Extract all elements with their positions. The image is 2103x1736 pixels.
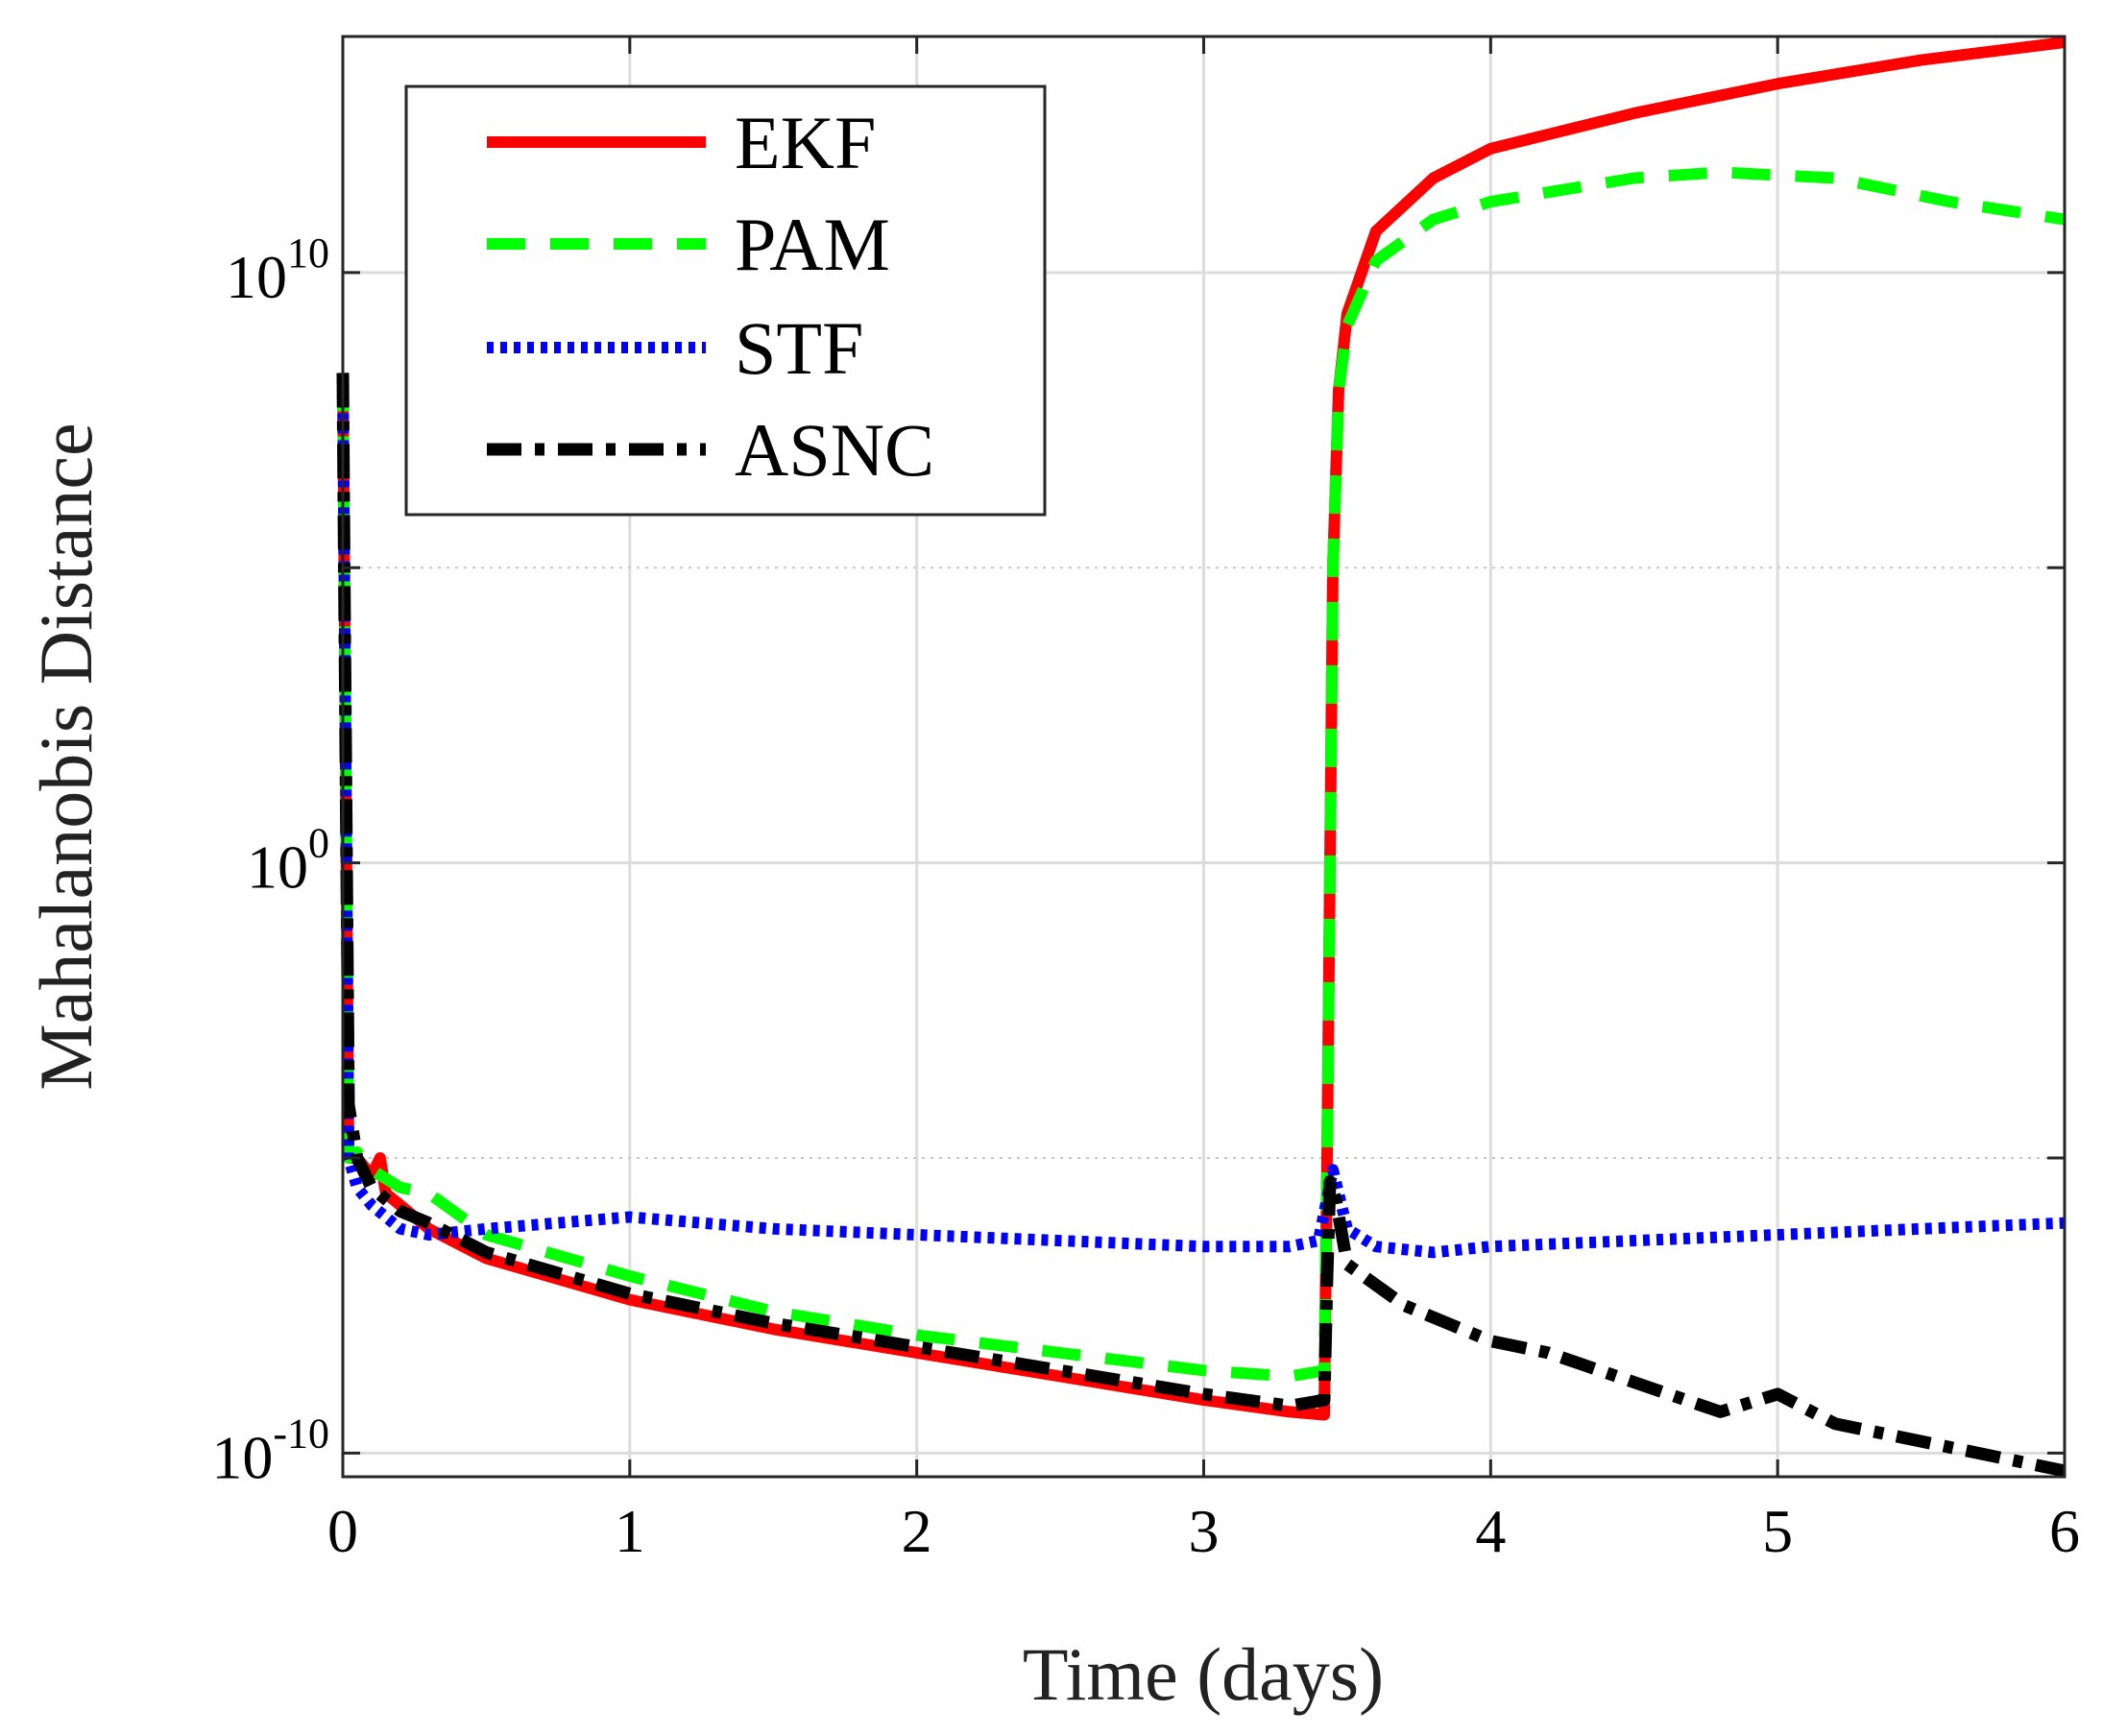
x-tick-label: 3 <box>1189 1497 1220 1565</box>
legend-label-ekf: EKF <box>735 101 876 184</box>
x-tick-label: 1 <box>615 1497 645 1565</box>
legend: EKF PAM STF ASNC <box>404 84 1047 517</box>
x-axis-title: Time (days) <box>1023 1632 1384 1716</box>
x-tick-label: 6 <box>2049 1497 2080 1565</box>
legend-label-pam: PAM <box>735 203 890 286</box>
y-tick-label: 10-10 <box>211 1410 329 1491</box>
legend-box <box>404 84 1047 517</box>
x-tick-label: 4 <box>1475 1497 1506 1565</box>
series-line-stf <box>337 373 2066 1259</box>
series-line-pam <box>337 166 2066 1383</box>
ticks <box>341 36 2067 1477</box>
y-axis-title: Mahalanobis Distance <box>24 422 108 1090</box>
x-tick-label: 0 <box>327 1497 358 1565</box>
series-line-asnc <box>336 373 2067 1478</box>
legend-label-asnc: ASNC <box>735 408 934 492</box>
x-tick-labels: 0 1 2 3 4 5 6 <box>327 1497 2080 1565</box>
legend-label-stf: STF <box>735 306 863 390</box>
y-tick-label: 100 <box>247 820 329 902</box>
x-tick-label: 5 <box>1762 1497 1793 1565</box>
y-tick-label: 1010 <box>226 229 329 311</box>
x-tick-label: 2 <box>902 1497 932 1565</box>
y-tick-labels: 10-10 100 1010 <box>211 229 329 1492</box>
series-layer <box>336 36 2067 1478</box>
